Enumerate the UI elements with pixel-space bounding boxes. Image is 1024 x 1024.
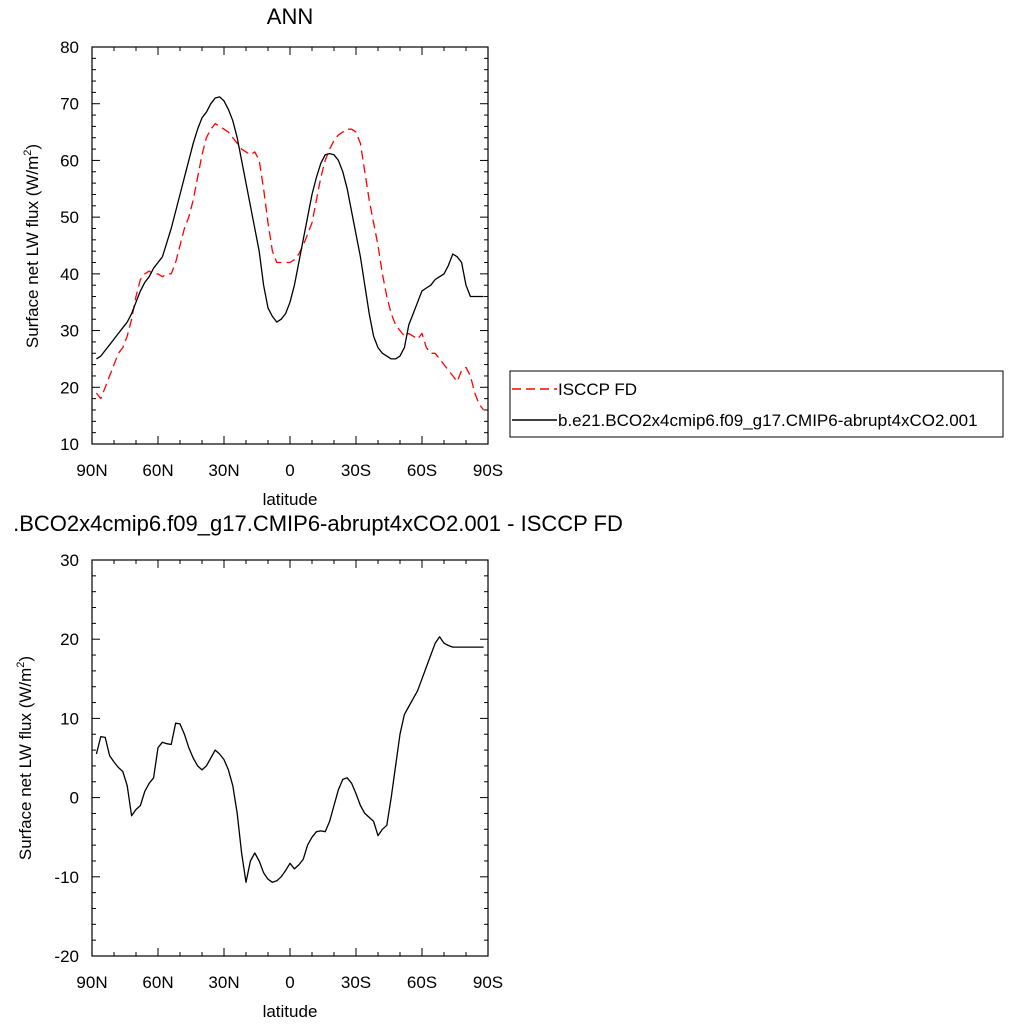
bottom-chart-y-axis-label: Surface net LW flux (W/m2) bbox=[15, 656, 35, 860]
bottom-chart-x-tick-label: 0 bbox=[285, 973, 294, 992]
top-chart-y-tick-labels: 10 20 30 40 50 60 70 80 bbox=[60, 38, 79, 454]
top-chart-y-axis-label-superscript: 2 bbox=[22, 150, 34, 156]
bottom-chart-series-line-1 bbox=[95, 636, 484, 883]
bottom-chart-x-tick-labels: 90N 60N 30N 0 30S 60S 90S bbox=[76, 973, 503, 992]
bottom-chart-y-axis-label-main: Surface net LW flux (W/m bbox=[16, 668, 35, 860]
top-chart-y-tick-label: 70 bbox=[60, 95, 79, 114]
bottom-chart-x-tick-label: 60N bbox=[142, 973, 173, 992]
bottom-chart-x-tick-label: 30S bbox=[341, 973, 371, 992]
top-chart-y-tick-label: 30 bbox=[60, 322, 79, 341]
top-chart-y-tick-label: 60 bbox=[60, 151, 79, 170]
bottom-chart-x-tick-label: 30N bbox=[208, 973, 239, 992]
bottom-chart-y-axis-label-superscript: 2 bbox=[15, 662, 27, 668]
bottom-chart-y-tick-label: 20 bbox=[60, 630, 79, 649]
bottom-chart-x-tick-label: 90N bbox=[76, 973, 107, 992]
top-chart-y-tick-label: 10 bbox=[60, 435, 79, 454]
top-chart-legend: ISCCP FD b.e21.BCO2x4cmip6.f09_g17.CMIP6… bbox=[509, 370, 1004, 438]
top-chart-y-axis-label-main: Surface net LW flux (W/m bbox=[23, 156, 42, 348]
legend-box bbox=[509, 370, 1004, 438]
top-chart-x-tick-label: 90N bbox=[76, 461, 107, 480]
top-chart-plot-frame bbox=[91, 46, 489, 445]
bottom-chart-title: .BCO2x4cmip6.f09_g17.CMIP6-abrupt4xCO2.0… bbox=[13, 511, 623, 536]
bottom-chart-x-axis-label: latitude bbox=[263, 1002, 318, 1021]
legend-label-model: b.e21.BCO2x4cmip6.f09_g17.CMIP6-abrupt4x… bbox=[558, 411, 978, 430]
top-chart-panel: ANN 10 20 30 40 50 60 70 80 90N 60N 30N 0 30S 60S 90S… bbox=[22, 4, 1004, 509]
top-chart-y-tick-label: 40 bbox=[60, 265, 79, 284]
top-chart-x-tick-label: 60S bbox=[407, 461, 437, 480]
bottom-chart-panel: .BCO2x4cmip6.f09_g17.CMIP6-abrupt4xCO2.0… bbox=[13, 511, 623, 1021]
top-chart-y-tick-label: 50 bbox=[60, 208, 79, 227]
legend-label-isccp-fd: ISCCP FD bbox=[558, 380, 637, 399]
top-chart-x-tick-label: 30S bbox=[341, 461, 371, 480]
bottom-chart-y-tick-label: 10 bbox=[60, 709, 79, 728]
bottom-chart-y-tick-label: 30 bbox=[60, 551, 79, 570]
bottom-chart-y-tick-label: -20 bbox=[54, 947, 79, 966]
top-chart-y-tick-label: 20 bbox=[60, 378, 79, 397]
top-chart-x-tick-label: 90S bbox=[473, 461, 503, 480]
top-chart-y-axis-label-close: ) bbox=[23, 144, 42, 150]
top-chart-x-tick-labels: 90N 60N 30N 0 30S 60S 90S bbox=[76, 461, 503, 480]
top-chart-title: ANN bbox=[267, 4, 313, 29]
top-chart-x-tick-label: 30N bbox=[208, 461, 239, 480]
bottom-chart-y-tick-labels: -20 -10 0 10 20 30 bbox=[54, 551, 79, 966]
bottom-chart-x-tick-label: 60S bbox=[407, 973, 437, 992]
top-chart-x-tick-label: 0 bbox=[285, 461, 294, 480]
top-chart-x-tick-label: 60N bbox=[142, 461, 173, 480]
bottom-chart-y-axis-label-close: ) bbox=[16, 656, 35, 662]
bottom-chart-y-tick-label: -10 bbox=[54, 868, 79, 887]
bottom-chart-series-group bbox=[95, 636, 484, 883]
bottom-chart-x-tick-label: 90S bbox=[473, 973, 503, 992]
top-chart-series-group bbox=[95, 96, 485, 411]
bottom-chart-plot-frame bbox=[91, 559, 489, 957]
bottom-chart-y-tick-label: 0 bbox=[70, 789, 79, 808]
top-chart-ticks bbox=[91, 46, 489, 445]
top-chart-x-axis-label: latitude bbox=[263, 490, 318, 509]
top-chart-series-line-1 bbox=[95, 122, 485, 411]
top-chart-y-axis-label: Surface net LW flux (W/m2) bbox=[22, 144, 42, 348]
top-chart-y-tick-label: 80 bbox=[60, 38, 79, 57]
bottom-chart-ticks bbox=[91, 559, 489, 957]
top-chart-series-line-2 bbox=[96, 96, 484, 360]
